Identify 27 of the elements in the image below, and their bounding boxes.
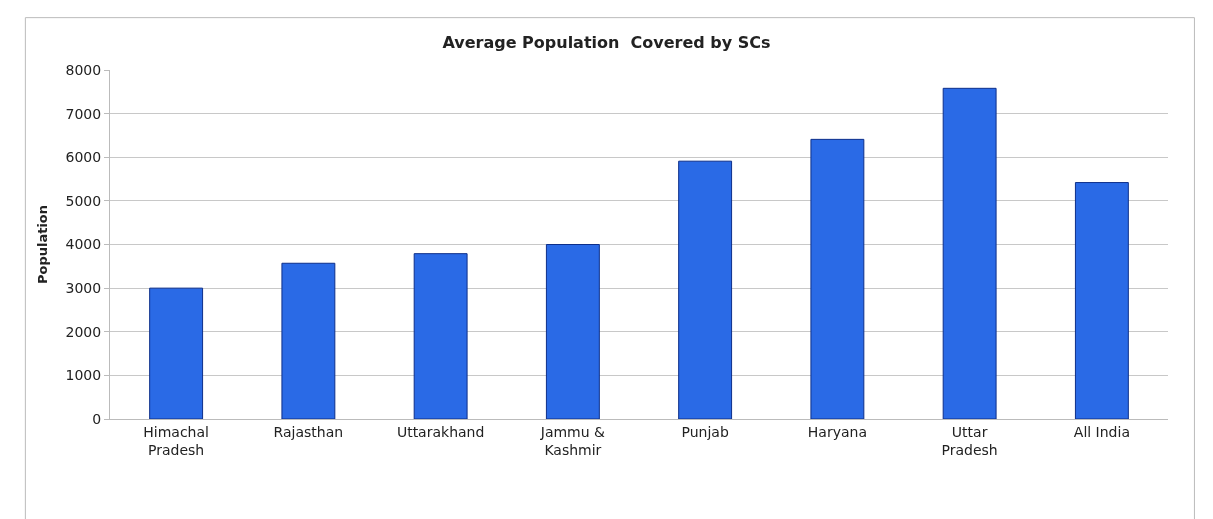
y-tick-label: 5000 xyxy=(65,192,102,209)
x-tick-label: Haryana xyxy=(807,423,867,440)
x-tick-label: Uttar Pradesh xyxy=(941,423,998,458)
x-tick-label: Punjab xyxy=(681,423,729,440)
x-tick-label: Himachal Pradesh xyxy=(143,423,209,458)
bar xyxy=(810,138,865,419)
bar xyxy=(678,160,733,419)
y-tick-label: 2000 xyxy=(65,323,102,340)
y-tick-label: 4000 xyxy=(65,236,102,253)
y-axis-title: Population xyxy=(34,204,50,285)
y-tick-label: 7000 xyxy=(65,105,102,122)
bar xyxy=(281,262,336,419)
y-tick-label: 1000 xyxy=(65,367,102,384)
y-tick-label: 8000 xyxy=(65,61,102,78)
bar xyxy=(545,244,600,419)
bar xyxy=(413,253,468,419)
y-tick-label: 6000 xyxy=(65,149,102,166)
x-tick-label: All India xyxy=(1073,423,1130,440)
bar xyxy=(149,287,204,419)
x-tick-label: Rajasthan xyxy=(273,423,344,440)
bar xyxy=(1074,182,1129,419)
y-tick-label: 3000 xyxy=(65,280,102,297)
x-tick-label: Uttarakhand xyxy=(396,423,485,440)
x-tick-label: Jammu & Kashmir xyxy=(539,423,606,458)
bar xyxy=(942,87,997,419)
y-tick-label: 0 xyxy=(92,410,102,427)
chart-title: Average Population Covered by SCs xyxy=(442,32,771,52)
